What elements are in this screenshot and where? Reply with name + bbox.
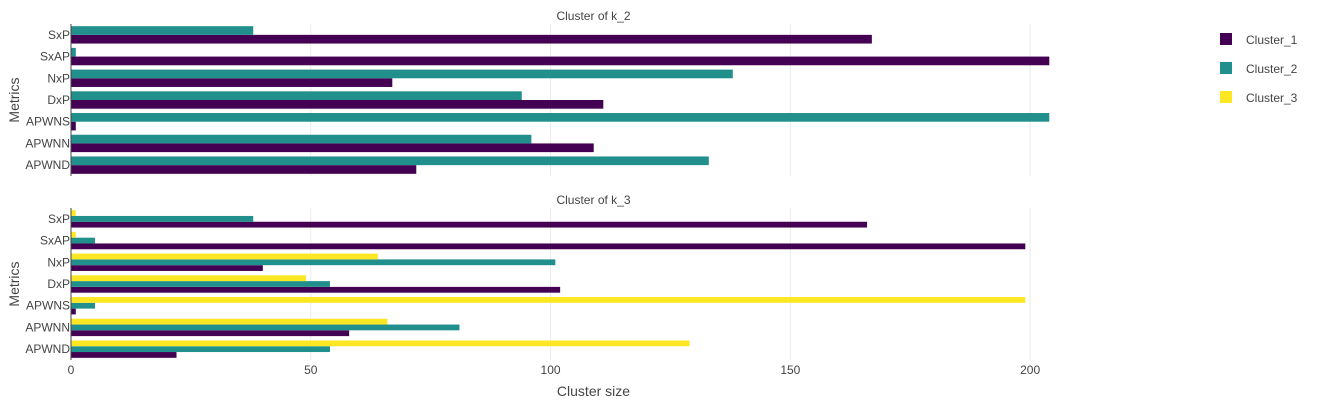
bar-k3-cluster2-apwns[interactable] (71, 302, 95, 309)
bar-k2-cluster1-apwnn[interactable] (71, 143, 594, 153)
bar-k3-cluster2-apwnn[interactable] (71, 324, 460, 331)
bar-k3-cluster2-apwnd[interactable] (71, 346, 330, 353)
bar-k3-cluster3-apwnd[interactable] (71, 340, 690, 347)
xtick-label-0: 0 (68, 363, 75, 377)
ytick-label-p2-apwns: APWNS (26, 299, 70, 313)
ytick-label-p2-nxp: NxP (47, 255, 70, 269)
y-axis-title-p2: Metrics (6, 261, 22, 306)
bar-k3-cluster3-dxp[interactable] (71, 275, 306, 282)
bar-k3-cluster2-nxp[interactable] (71, 259, 556, 266)
bar-k2-cluster2-apwnn[interactable] (71, 134, 532, 144)
y-axis-title-p1: Metrics (6, 77, 22, 122)
bar-k3-cluster1-nxp[interactable] (71, 265, 263, 271)
x-axis-title: Cluster size (557, 383, 630, 399)
bar-k2-cluster2-sxap[interactable] (71, 47, 76, 57)
xtick-label-100: 100 (541, 363, 561, 377)
ytick-label-p1-apwnn: APWNN (25, 136, 70, 150)
ytick-label-p2-dxp: DxP (47, 277, 70, 291)
legend-swatch-cluster2[interactable] (1220, 62, 1232, 74)
bar-k3-cluster1-sxp[interactable] (71, 221, 868, 228)
xtick-label-200: 200 (1020, 363, 1040, 377)
bar-k3-cluster1-sxap[interactable] (71, 243, 1026, 250)
bar-k2-cluster1-apwns[interactable] (71, 121, 76, 131)
legend-label-cluster2[interactable]: Cluster_2 (1246, 62, 1298, 76)
bar-k3-cluster2-dxp[interactable] (71, 281, 330, 287)
bar-k2-cluster1-nxp[interactable] (71, 78, 393, 87)
bar-k2-cluster2-apwnd[interactable] (71, 156, 709, 166)
legend-swatch-cluster1[interactable] (1220, 33, 1232, 45)
bar-k3-cluster3-sxp[interactable] (71, 210, 76, 216)
bar-k3-cluster2-sxp[interactable] (71, 215, 254, 222)
bar-k2-cluster1-sxp[interactable] (71, 34, 872, 44)
bar-k2-cluster2-sxp[interactable] (71, 26, 254, 35)
subplot-title-k2: Cluster of k_2 (556, 9, 630, 23)
ytick-label-p1-sxap: SxAP (40, 50, 70, 64)
legend-swatch-cluster3[interactable] (1220, 91, 1232, 103)
xtick-label-150: 150 (780, 363, 800, 377)
bar-k3-cluster3-apwns[interactable] (71, 297, 1026, 303)
legend-label-cluster3[interactable]: Cluster_3 (1246, 91, 1298, 105)
ytick-label-p2-sxp: SxP (48, 212, 70, 226)
ytick-label-p2-apwnd: APWND (25, 342, 70, 356)
ytick-label-p1-apwnd: APWND (25, 158, 70, 172)
ytick-label-p2-apwnn: APWNN (25, 320, 70, 334)
bar-k3-cluster3-nxp[interactable] (71, 253, 378, 260)
bar-k2-cluster2-dxp[interactable] (71, 91, 522, 100)
bar-k2-cluster1-apwnd[interactable] (71, 165, 417, 174)
bar-k3-cluster1-apwnn[interactable] (71, 330, 350, 337)
bar-k2-cluster2-nxp[interactable] (71, 69, 733, 79)
bar-k3-cluster1-dxp[interactable] (71, 286, 561, 293)
legend-label-cluster1[interactable]: Cluster_1 (1246, 33, 1298, 47)
bar-k3-cluster3-apwnn[interactable] (71, 318, 388, 325)
bar-k3-cluster2-sxap[interactable] (71, 237, 95, 244)
subplot-title-k3: Cluster of k_3 (556, 193, 630, 207)
bar-k2-cluster2-apwns[interactable] (71, 113, 1050, 122)
bar-k3-cluster1-apwns[interactable] (71, 308, 76, 315)
ytick-label-p2-sxap: SxAP (40, 234, 70, 248)
ytick-label-p1-apwns: APWNS (26, 115, 70, 129)
bar-k2-cluster1-dxp[interactable] (71, 100, 604, 109)
ytick-label-p1-nxp: NxP (47, 71, 70, 85)
ytick-label-p1-sxp: SxP (48, 28, 70, 42)
ytick-label-p1-dxp: DxP (47, 93, 70, 107)
xtick-label-50: 50 (304, 363, 318, 377)
bar-k3-cluster3-sxap[interactable] (71, 231, 76, 238)
bar-k2-cluster1-sxap[interactable] (71, 56, 1050, 66)
bar-k3-cluster1-apwnd[interactable] (71, 352, 177, 358)
